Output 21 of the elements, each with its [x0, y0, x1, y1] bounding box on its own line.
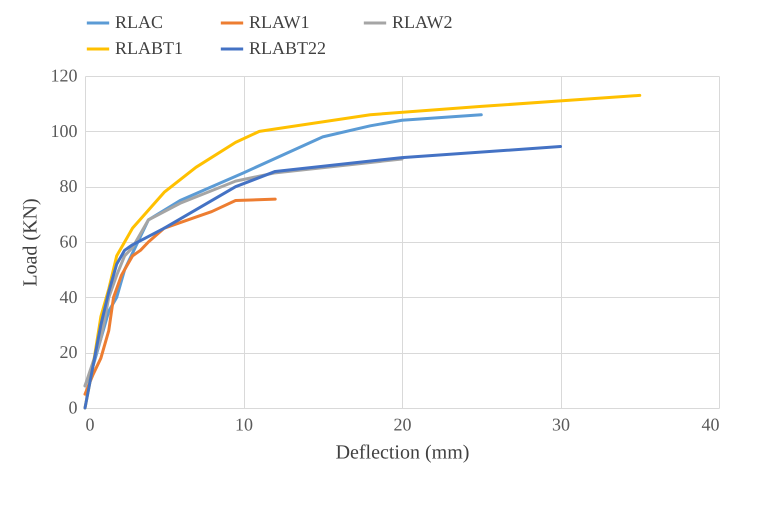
y-tick-label: 20: [60, 342, 78, 362]
legend-label: RLABT1: [115, 38, 184, 58]
y-tick-label: 100: [50, 120, 78, 141]
x-tick-label: 40: [702, 414, 720, 434]
x-tick-label: 10: [235, 414, 253, 434]
x-tick-label: 20: [394, 414, 412, 434]
y-tick-label: 0: [68, 398, 78, 418]
y-tick-label: 60: [60, 232, 78, 252]
legend-label: RLAC: [115, 12, 164, 32]
y-tick-label: 120: [50, 66, 78, 86]
y-axis-title: Load (KN): [20, 198, 42, 287]
legend-label: RLAW2: [392, 12, 453, 32]
legend-label: RLABT22: [249, 38, 326, 58]
x-axis-title: Deflection (mm): [336, 442, 470, 464]
line-series: [84, 198, 277, 396]
x-tick-label: 0: [86, 414, 94, 434]
x-tick-label: 30: [552, 414, 570, 434]
line-series: [84, 145, 562, 410]
y-tick-label: 80: [60, 176, 78, 196]
legend-label: RLAW1: [249, 12, 310, 32]
y-tick-label: 40: [60, 286, 78, 307]
